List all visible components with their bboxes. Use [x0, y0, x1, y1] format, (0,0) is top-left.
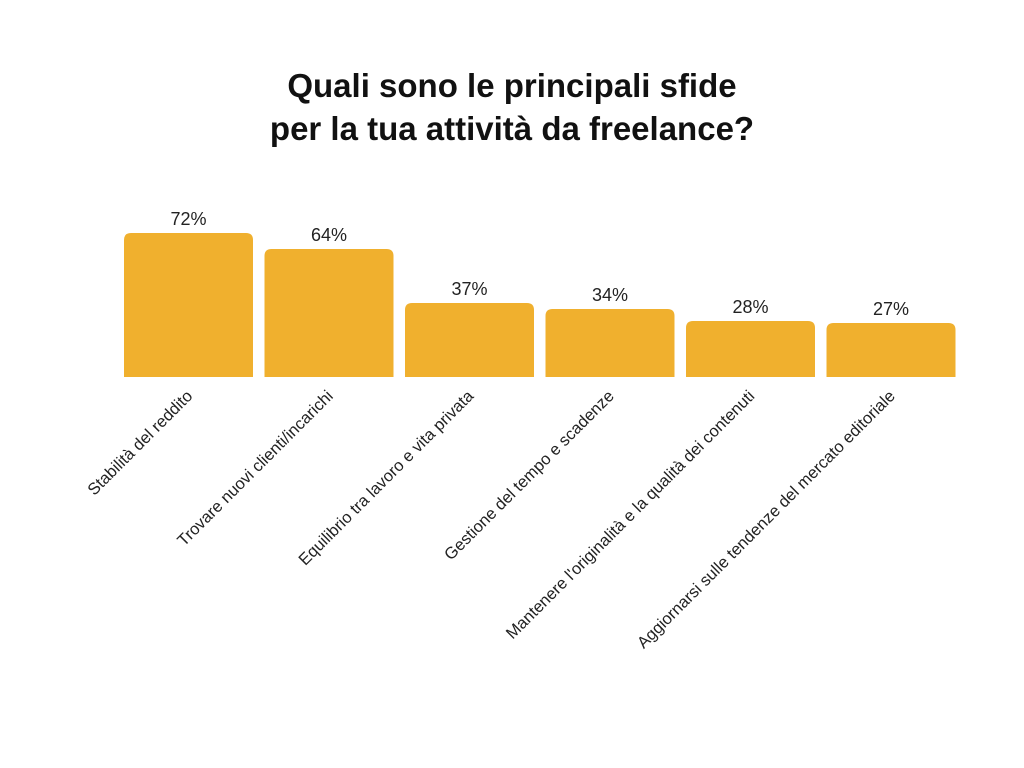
value-label-2: 64%: [311, 225, 347, 245]
category-label-2: Trovare nuovi clienti/incarichi: [174, 387, 337, 550]
category-label-6: Aggiornarsi sulle tendenze del mercato e…: [634, 387, 899, 652]
bar-2: [264, 249, 394, 377]
chart-title: Quali sono le principali sfide per la tu…: [270, 67, 754, 147]
value-label-3: 37%: [451, 279, 487, 299]
value-label-6: 27%: [873, 299, 909, 319]
bars-group: [124, 233, 956, 377]
bar-6: [826, 323, 956, 377]
category-label-4: Gestione del tempo e scadenze: [441, 387, 618, 564]
bar-5: [686, 321, 815, 377]
bar-3: [405, 303, 534, 377]
chart-title-line-2: per la tua attività da freelance?: [270, 110, 754, 147]
bar-4: [545, 309, 675, 377]
value-label-4: 34%: [592, 285, 628, 305]
value-label-5: 28%: [732, 297, 768, 317]
category-label-5: Mantenere l'originalità e la qualità dei…: [503, 387, 759, 643]
category-label-1: Stabilità del reddito: [84, 387, 196, 499]
bar-1: [124, 233, 253, 377]
value-labels-group: 72% 64% 37% 34% 28% 27%: [170, 209, 909, 319]
chart-title-line-1: Quali sono le principali sfide: [287, 67, 736, 104]
value-label-1: 72%: [170, 209, 206, 229]
